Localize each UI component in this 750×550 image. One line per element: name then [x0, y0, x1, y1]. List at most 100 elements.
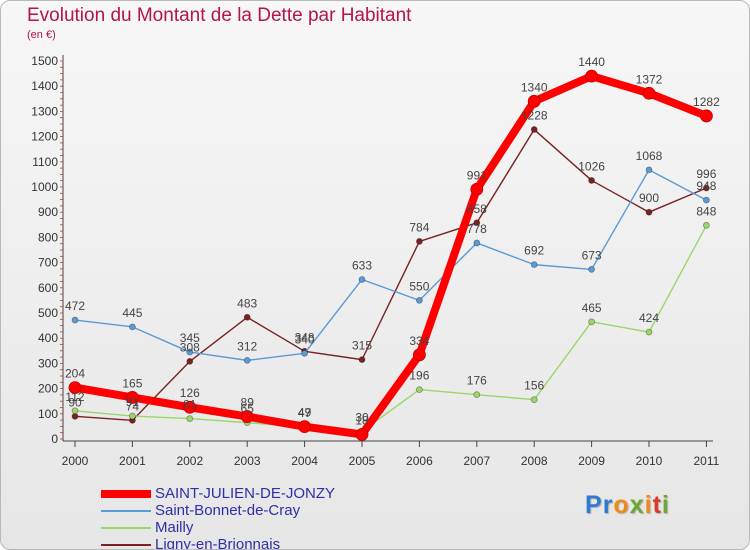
- data-label: 424: [639, 311, 659, 325]
- logo-letter: x: [629, 491, 645, 519]
- y-tick-label: 500: [38, 306, 58, 320]
- data-label: 673: [582, 248, 602, 262]
- data-point: [186, 357, 194, 365]
- logo-letter: i: [661, 491, 670, 519]
- data-point: [530, 126, 538, 133]
- proxiti-logo: Proxiti: [585, 491, 670, 520]
- data-label: 633: [352, 258, 372, 272]
- data-point: [301, 349, 309, 357]
- data-point: [71, 407, 79, 415]
- y-tick-label: 1100: [32, 155, 58, 169]
- y-tick-label: 1000: [31, 180, 58, 194]
- data-label: 334: [409, 334, 429, 348]
- x-tick-label: 2002: [176, 454, 203, 468]
- y-tick-label: 900: [38, 205, 58, 219]
- data-point: [243, 356, 251, 364]
- data-point: [125, 391, 139, 404]
- y-tick-label: 200: [38, 382, 58, 396]
- x-tick-label: 2010: [636, 454, 663, 468]
- data-point: [588, 177, 595, 184]
- chart-subtitle: (en €): [27, 29, 56, 41]
- data-point: [585, 69, 598, 83]
- data-label: 196: [409, 369, 429, 383]
- data-label: 49: [298, 406, 312, 420]
- data-point: [700, 109, 713, 123]
- legend-swatch: [101, 527, 151, 529]
- data-label: 89: [241, 396, 255, 410]
- data-label: 848: [696, 204, 716, 218]
- data-label: 1228: [521, 109, 548, 123]
- data-point: [186, 415, 194, 422]
- y-tick-label: 600: [38, 281, 58, 295]
- x-tick-label: 2000: [62, 454, 89, 468]
- y-tick-label: 400: [38, 331, 58, 345]
- data-label: 991: [467, 168, 487, 182]
- y-tick-label: 0: [51, 432, 58, 446]
- y-tick-label: 1200: [31, 130, 58, 144]
- y-tick-label: 300: [38, 356, 58, 370]
- data-label: 483: [237, 296, 257, 310]
- y-tick-label: 1300: [31, 104, 58, 118]
- data-label: 1026: [578, 159, 605, 173]
- data-label: 112: [65, 390, 84, 404]
- data-label: 692: [524, 244, 544, 258]
- x-tick-label: 2003: [234, 454, 261, 468]
- data-label: 1068: [636, 149, 663, 163]
- data-point: [703, 196, 710, 204]
- data-point: [470, 182, 484, 196]
- series-line-0: [71, 72, 711, 439]
- data-label: 81: [183, 398, 197, 412]
- data-point: [530, 396, 538, 404]
- data-point: [645, 166, 653, 174]
- data-label: 778: [467, 222, 487, 236]
- data-label: 74: [126, 399, 140, 413]
- logo-letter: r: [602, 491, 614, 519]
- data-label: 1440: [578, 55, 605, 69]
- data-point: [186, 348, 194, 356]
- data-label: 204: [65, 367, 85, 381]
- x-tick-label: 2004: [291, 454, 318, 468]
- data-label: 156: [524, 379, 544, 393]
- y-tick-label: 1400: [31, 79, 58, 93]
- data-point: [412, 348, 426, 362]
- series-line-2: [74, 224, 708, 433]
- logo-letter: t: [652, 491, 662, 519]
- data-label: 948: [696, 179, 716, 193]
- data-label: 90: [68, 395, 82, 409]
- data-label: 1282: [693, 95, 720, 109]
- data-label: 165: [122, 376, 142, 390]
- data-point: [703, 221, 710, 229]
- data-point: [68, 381, 82, 394]
- data-label: 784: [409, 220, 429, 234]
- data-label: 858: [467, 202, 487, 216]
- data-point: [588, 318, 595, 326]
- data-point: [355, 428, 369, 441]
- data-point: [415, 296, 423, 304]
- y-tick-label: 100: [38, 407, 58, 421]
- data-point: [243, 313, 251, 321]
- data-point: [645, 328, 653, 336]
- data-point: [642, 86, 656, 100]
- y-tick-label: 700: [38, 256, 58, 270]
- legend-swatch: [101, 544, 151, 546]
- x-tick-label: 2007: [463, 454, 490, 468]
- data-label: 340: [295, 332, 315, 346]
- data-label: 345: [180, 331, 200, 345]
- data-label: 1340: [521, 80, 548, 94]
- x-tick-label: 2008: [521, 454, 548, 468]
- y-tick-label: 1500: [31, 54, 58, 68]
- logo-letter: i: [644, 491, 653, 519]
- data-label: 65: [241, 402, 255, 416]
- data-label: 348: [295, 330, 315, 344]
- data-point: [71, 412, 79, 420]
- data-point: [128, 412, 136, 420]
- data-label: 465: [582, 301, 602, 315]
- data-label: 126: [180, 386, 200, 400]
- legend-label: Saint-Bonnet-de-Cray: [155, 502, 301, 519]
- legend-label: Mailly: [155, 519, 194, 536]
- data-point: [473, 219, 481, 227]
- data-point: [415, 238, 423, 245]
- data-point: [645, 208, 653, 216]
- data-point: [530, 261, 538, 269]
